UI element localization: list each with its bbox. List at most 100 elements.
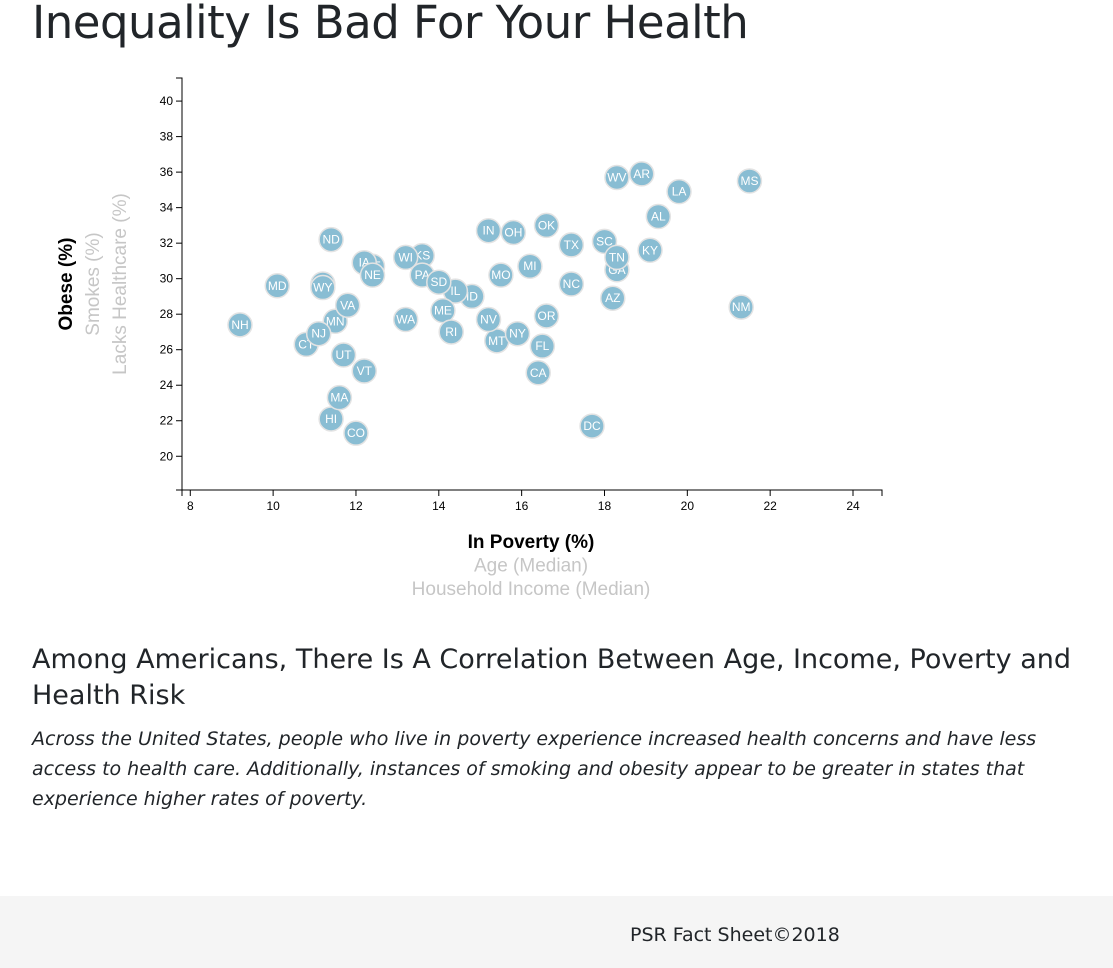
data-point-ms[interactable] bbox=[736, 168, 763, 194]
data-point-label: VT bbox=[357, 364, 373, 378]
data-point-la[interactable] bbox=[666, 178, 692, 205]
y-axis-label-option[interactable]: Obese (%) bbox=[56, 238, 77, 331]
data-point-ny[interactable] bbox=[504, 320, 531, 347]
data-point-fl[interactable] bbox=[529, 333, 556, 359]
data-point-dc[interactable] bbox=[579, 413, 605, 439]
data-point-label: SD bbox=[430, 275, 447, 289]
data-point-label: CA bbox=[530, 366, 547, 380]
data-point-az[interactable] bbox=[600, 285, 626, 311]
data-point-nj[interactable] bbox=[305, 320, 332, 347]
data-point-nc[interactable] bbox=[558, 271, 585, 297]
data-point-md[interactable] bbox=[264, 273, 291, 299]
y-tick-label: 36 bbox=[160, 165, 174, 179]
y-tick-label: 26 bbox=[160, 343, 174, 357]
data-point-ar[interactable] bbox=[629, 161, 655, 187]
data-point-nm[interactable] bbox=[728, 294, 754, 320]
data-point-mi[interactable] bbox=[517, 253, 543, 279]
data-point-label: NY bbox=[509, 327, 526, 341]
y-axis-line bbox=[176, 77, 183, 491]
x-axis-label-option[interactable]: Age (Median) bbox=[474, 556, 588, 577]
data-point-nv[interactable] bbox=[475, 306, 502, 333]
data-point-sd[interactable] bbox=[426, 269, 452, 295]
x-axis-label-option[interactable]: In Poverty (%) bbox=[468, 532, 595, 553]
data-point-label: UT bbox=[336, 348, 353, 362]
data-point-nh[interactable] bbox=[227, 312, 253, 338]
y-tick-label: 28 bbox=[160, 307, 174, 321]
data-point-ma[interactable] bbox=[326, 384, 353, 411]
data-point-label: DC bbox=[583, 419, 601, 433]
data-point-label: MO bbox=[491, 268, 510, 282]
data-point-label: WY bbox=[313, 281, 332, 295]
data-point-ca[interactable] bbox=[525, 360, 551, 386]
x-axis-label-option[interactable]: Household Income (Median) bbox=[412, 579, 651, 600]
data-point-label: ME bbox=[434, 304, 452, 318]
data-point-ne[interactable] bbox=[359, 262, 386, 288]
y-axis-label-option[interactable]: Lacks Healthcare (%) bbox=[110, 193, 131, 375]
data-point-label: NC bbox=[563, 277, 581, 291]
data-point-wa[interactable] bbox=[392, 306, 419, 333]
data-point-oh[interactable] bbox=[500, 219, 527, 246]
y-tick-label: 40 bbox=[160, 94, 174, 108]
data-point-label: VA bbox=[340, 298, 355, 312]
data-point-al[interactable] bbox=[645, 203, 672, 230]
data-point-label: MS bbox=[740, 174, 758, 188]
data-point-mo[interactable] bbox=[488, 262, 514, 288]
data-point-label: TN bbox=[609, 250, 625, 264]
data-point-label: IN bbox=[483, 224, 495, 238]
data-point-ky[interactable] bbox=[637, 237, 663, 264]
x-tick-label: 10 bbox=[266, 499, 280, 513]
section-description: Across the United States, people who liv… bbox=[32, 728, 1037, 810]
x-tick-label: 22 bbox=[763, 499, 777, 513]
data-point-label: HI bbox=[325, 412, 337, 426]
section-heading: Among Americans, There Is A Correlation … bbox=[32, 644, 1071, 711]
data-point-label: AR bbox=[633, 167, 650, 181]
y-axis-label-option[interactable]: Smokes (%) bbox=[83, 232, 104, 335]
data-point-vt[interactable] bbox=[351, 358, 377, 384]
data-point-or[interactable] bbox=[533, 303, 560, 329]
y-tick-label: 24 bbox=[160, 378, 174, 392]
footer-text: PSR Fact Sheet©2018 bbox=[630, 924, 840, 946]
data-point-label: LA bbox=[672, 185, 687, 199]
data-point-label: MN bbox=[326, 314, 345, 328]
data-point-label: TX bbox=[564, 238, 579, 252]
data-point-label: NV bbox=[480, 313, 497, 327]
data-point-wv[interactable] bbox=[604, 164, 630, 191]
data-point-label: NM bbox=[732, 300, 751, 314]
y-tick-label: 38 bbox=[160, 130, 174, 144]
data-point-in[interactable] bbox=[475, 217, 502, 244]
data-point-label: OR bbox=[537, 309, 555, 323]
x-tick-label: 12 bbox=[349, 499, 363, 513]
data-point-tn[interactable] bbox=[604, 244, 630, 271]
data-point-label: ID bbox=[466, 289, 478, 303]
data-point-va[interactable] bbox=[334, 292, 361, 319]
data-point-ok[interactable] bbox=[533, 212, 560, 239]
data-point-ri[interactable] bbox=[438, 319, 464, 345]
data-point-ut[interactable] bbox=[330, 342, 357, 368]
data-point-label: MT bbox=[488, 334, 506, 348]
data-point-nd[interactable] bbox=[318, 226, 344, 253]
data-point-label: OH bbox=[504, 226, 522, 240]
data-point-label: WA bbox=[396, 313, 415, 327]
data-point-label: OK bbox=[538, 218, 555, 232]
y-axis: 20 22 24 26 28 30 32 34 36 38 40 bbox=[160, 77, 183, 491]
data-point-label: IA bbox=[359, 256, 370, 270]
data-point-wy[interactable] bbox=[310, 274, 336, 301]
data-point-label: MI bbox=[523, 259, 536, 273]
y-tick-label: 22 bbox=[160, 414, 174, 428]
data-point-label: WI bbox=[398, 250, 413, 264]
x-tick-label: 8 bbox=[187, 499, 194, 513]
data-point-tx[interactable] bbox=[558, 232, 585, 258]
x-tick-label: 18 bbox=[598, 499, 612, 513]
data-point-wi[interactable] bbox=[392, 244, 419, 271]
data-point-label: SC bbox=[596, 234, 613, 248]
data-point-label: ND bbox=[322, 233, 340, 247]
x-tick-label: 24 bbox=[846, 499, 860, 513]
y-axis-labels: Obese (%) Smokes (%) Lacks Healthcare (%) bbox=[56, 193, 131, 375]
data-point-label: NE bbox=[364, 268, 381, 282]
scatter-chart-svg: 20 22 24 26 28 30 32 34 36 38 40 8 10 12 14 16 18 20 22 24… bbox=[56, 77, 883, 600]
data-point-co[interactable] bbox=[343, 420, 369, 446]
data-point-label: WV bbox=[607, 170, 626, 184]
x-tick-label: 14 bbox=[432, 499, 446, 513]
y-tick-label: 30 bbox=[160, 272, 174, 286]
data-point-label: CO bbox=[347, 426, 365, 440]
